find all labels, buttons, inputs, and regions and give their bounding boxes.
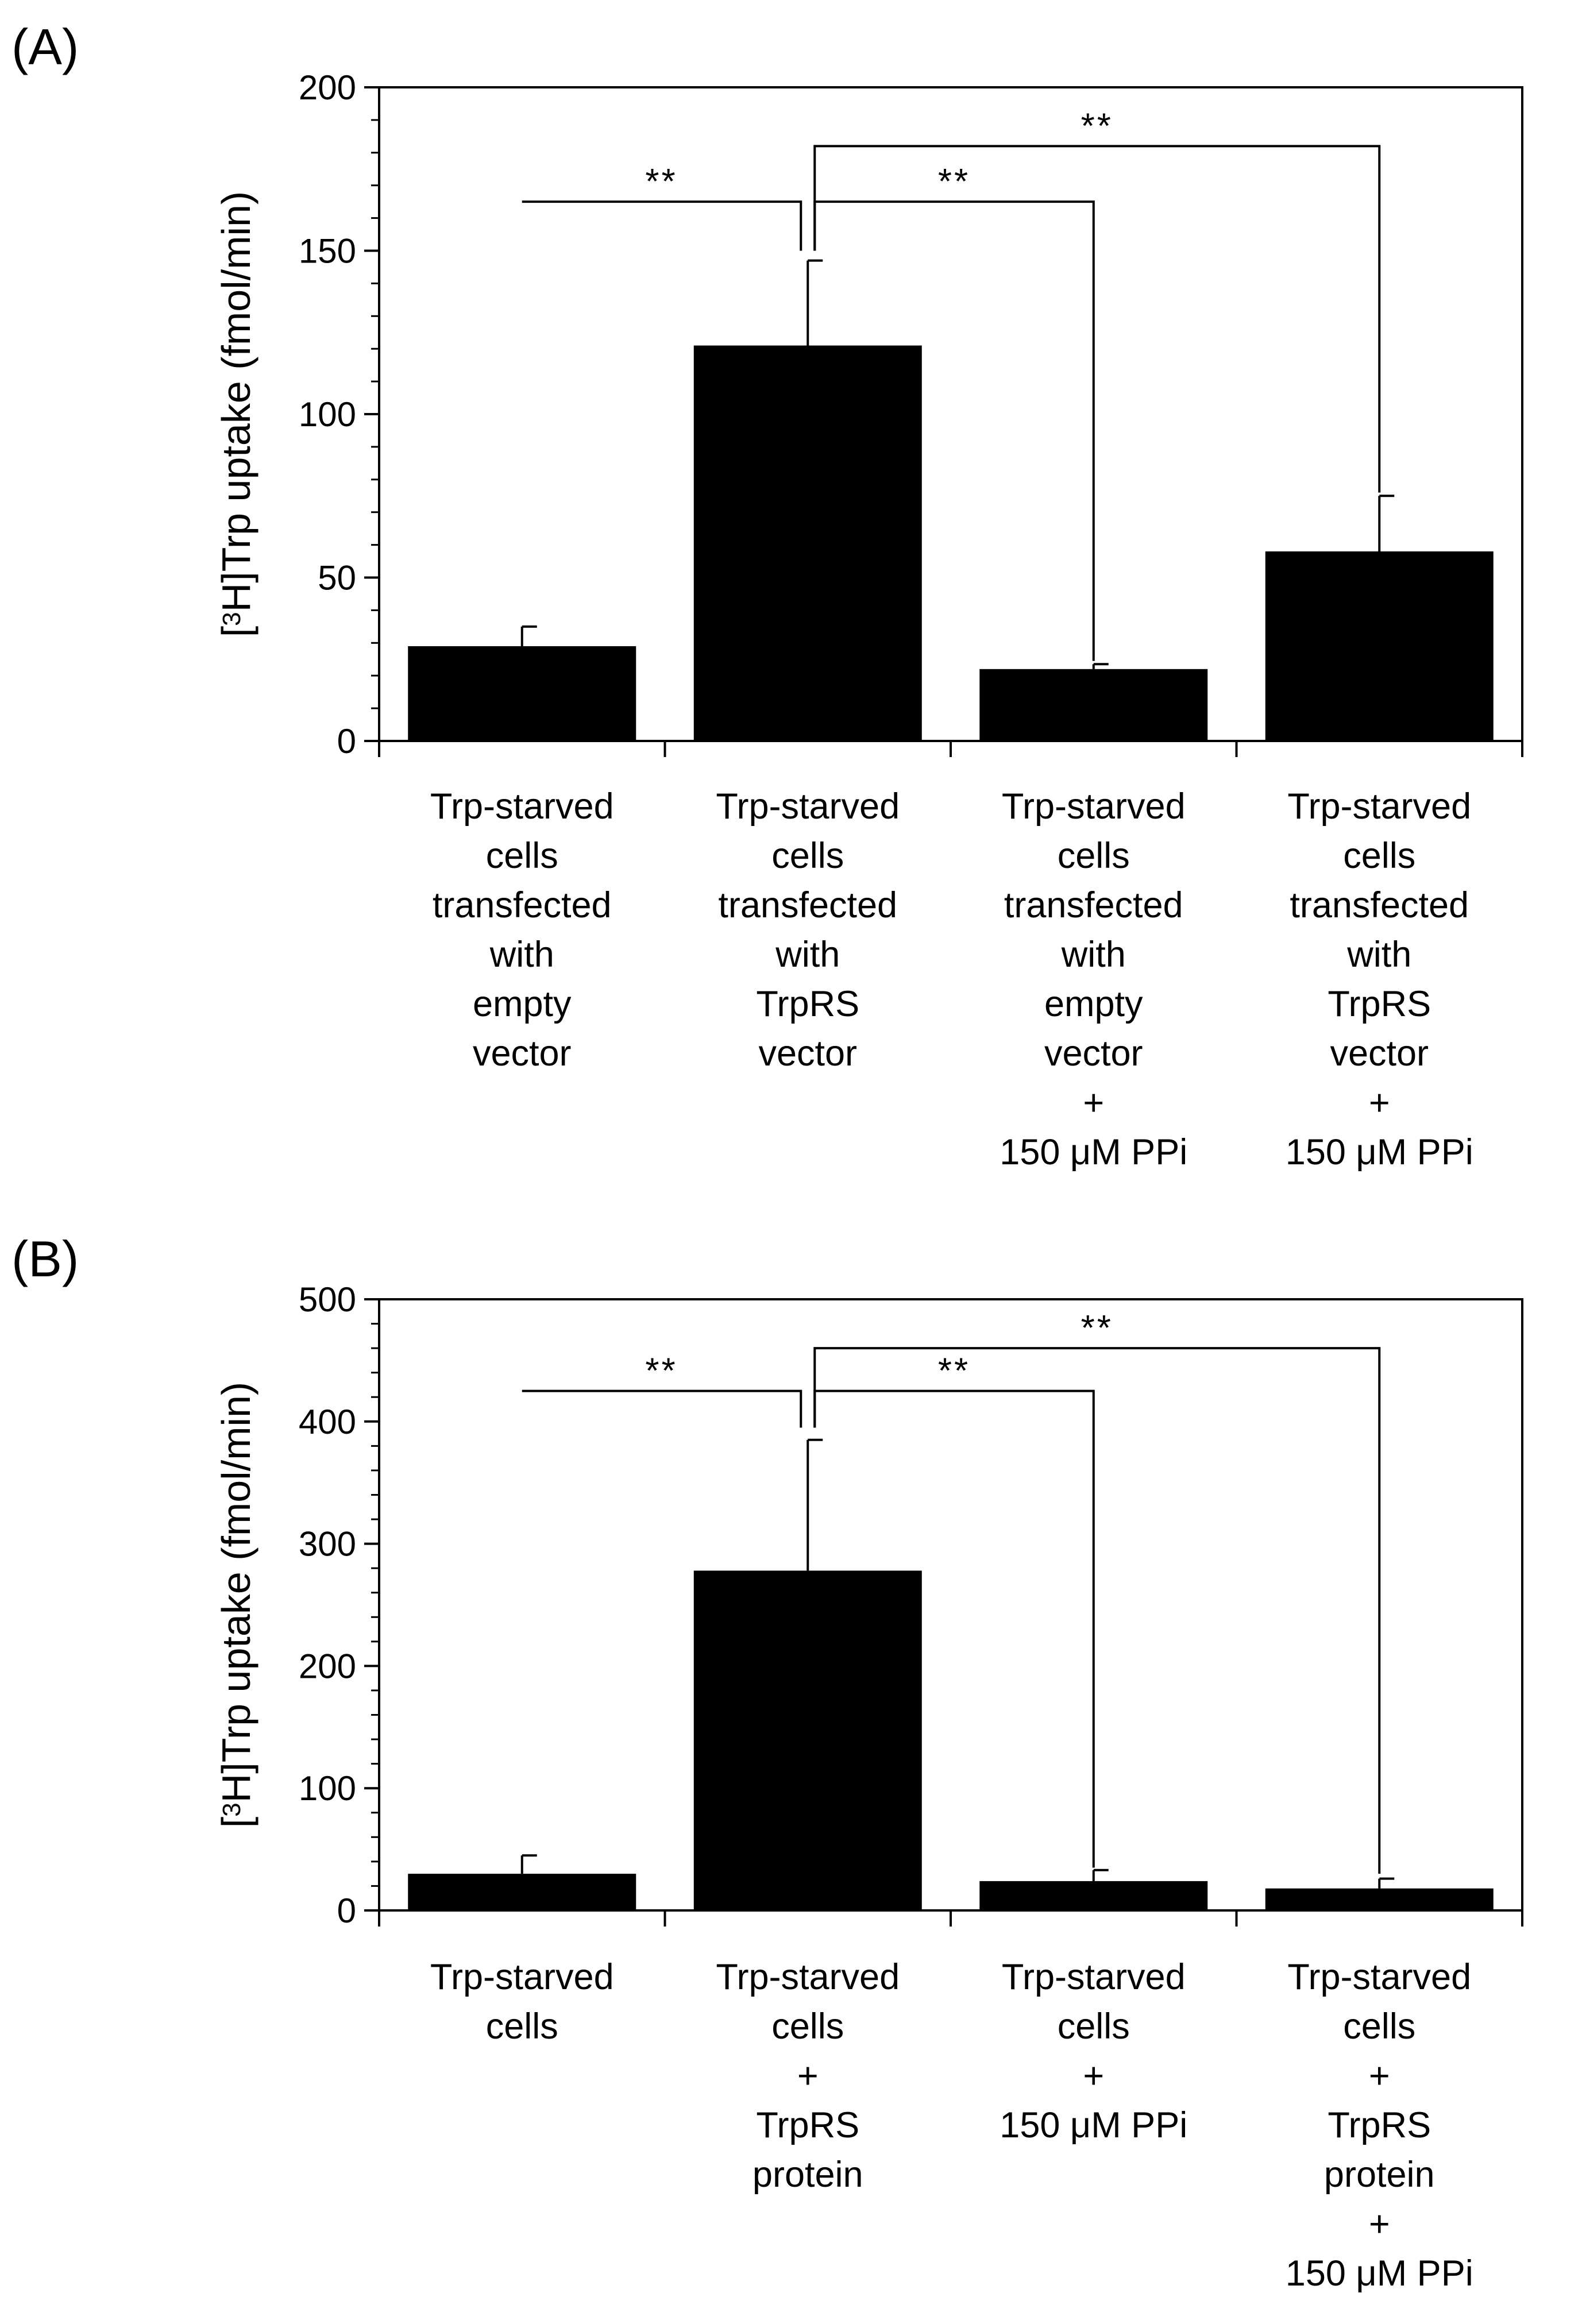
category-label-line: + [1083, 1083, 1104, 1123]
y-axis-title-prefix: [ [214, 626, 258, 637]
category-label-line: cells [771, 2006, 844, 2047]
category-label-line: 150 μM PPi [1000, 1132, 1187, 1172]
significance-label: ** [938, 162, 970, 202]
category-label-line: cells [771, 836, 844, 876]
bar [1265, 1888, 1494, 1910]
category-label-line: Trp-starved [716, 1957, 900, 1997]
category-label-line: + [1083, 2056, 1104, 2096]
bar [1265, 551, 1494, 741]
category-label-line: TrpRS [1328, 2105, 1431, 2145]
category-label-line: Trp-starved [1287, 1957, 1471, 1997]
category-label-line: Trp-starved [430, 786, 614, 827]
category-label-line: 150 μM PPi [1286, 1132, 1473, 1172]
y-axis-title: [3H]Trp uptake (fmol/min) [214, 1382, 258, 1828]
y-tick-label: 500 [299, 1280, 356, 1319]
y-tick-label: 300 [299, 1525, 356, 1564]
category-label-line: cells [486, 836, 558, 876]
category-label-line: vector [1330, 1033, 1429, 1074]
y-axis-title-suffix: H]Trp uptake (fmol/min) [214, 1382, 258, 1803]
category-label-line: transfected [1290, 885, 1469, 925]
category-label-line: transfected [718, 885, 897, 925]
panel-a: (A) 0 50 100 150 200 [3H]Trp uptake (fmol/min)… [11, 18, 1523, 1172]
y-tick-label: 400 [299, 1403, 356, 1441]
significance-label: ** [1081, 1308, 1113, 1348]
category-label-line: with [1061, 935, 1126, 975]
panel-b: (B) 0 100 200 300 400 500 [3H]Trp uptake (fmol/… [11, 1230, 1523, 2294]
category-label-line: + [1369, 2056, 1390, 2096]
bar [693, 1570, 922, 1910]
significance-bracket [813, 1347, 1381, 1874]
y-axis-title-superscript: 3 [218, 612, 246, 626]
category-label-line: Trp-starved [1002, 1957, 1186, 1997]
category-label-line: with [489, 935, 554, 975]
y-axis-title: [3H]Trp uptake (fmol/min) [214, 191, 258, 638]
y-tick-label: 100 [299, 395, 356, 434]
category-label-line: TrpRS [756, 984, 859, 1024]
category-label-line: with [1346, 935, 1411, 975]
significance-label: ** [645, 162, 677, 202]
category-label-line: Trp-starved [1287, 786, 1471, 827]
category-label-line: cells [1343, 2006, 1415, 2047]
y-tick-label: 200 [299, 68, 356, 107]
category-label-line: transfected [433, 885, 612, 925]
category-label-line: empty [1044, 984, 1143, 1024]
y-tick-label: 200 [299, 1647, 356, 1685]
category-label-line: with [775, 935, 840, 975]
y-axis-title-suffix: H]Trp uptake (fmol/min) [214, 191, 258, 612]
category-label-line: Trp-starved [1002, 786, 1186, 827]
category-label-line: cells [1058, 2006, 1130, 2047]
category-label-line: protein [1324, 2155, 1435, 2195]
significance-label: ** [645, 1352, 677, 1391]
category-label-line: cells [486, 2006, 558, 2047]
bar [979, 669, 1208, 741]
category-label-line: vector [758, 1033, 857, 1074]
bar [408, 646, 636, 741]
panel-label: (B) [11, 1230, 79, 1287]
category-label-line: 150 μM PPi [1000, 2105, 1187, 2145]
category-label-line: cells [1058, 836, 1130, 876]
category-label-line: TrpRS [1328, 984, 1431, 1024]
category-label-line: Trp-starved [716, 786, 900, 827]
y-axis-title-prefix: [ [214, 1817, 258, 1828]
significance-label: ** [938, 1352, 970, 1391]
category-label-line: + [1369, 1083, 1390, 1123]
bar [408, 1874, 636, 1910]
category-label-line: Trp-starved [430, 1957, 614, 1997]
category-label-line: + [797, 2056, 819, 2096]
category-label-line: cells [1343, 836, 1415, 876]
category-label-line: 150 μM PPi [1286, 2253, 1473, 2294]
y-tick-label: 50 [318, 559, 356, 597]
category-label-line: + [1369, 2204, 1390, 2244]
bar [979, 1881, 1208, 1910]
category-label-line: empty [473, 984, 572, 1024]
category-label-line: transfected [1004, 885, 1183, 925]
y-tick-label: 0 [337, 1891, 356, 1930]
y-tick-label: 0 [337, 722, 356, 760]
significance-bracket [522, 1389, 802, 1428]
y-tick-label: 150 [299, 232, 356, 271]
category-label-line: protein [753, 2155, 863, 2195]
category-label-line: TrpRS [756, 2105, 859, 2145]
panel-label: (A) [11, 18, 79, 75]
category-label-line: vector [473, 1033, 572, 1074]
y-tick-label: 100 [299, 1769, 356, 1808]
significance-bracket [522, 200, 802, 251]
category-label-line: vector [1044, 1033, 1143, 1074]
y-axis-title-superscript: 3 [218, 1802, 246, 1816]
significance-bracket [813, 145, 1381, 493]
bar [693, 345, 922, 741]
significance-label: ** [1081, 106, 1113, 146]
